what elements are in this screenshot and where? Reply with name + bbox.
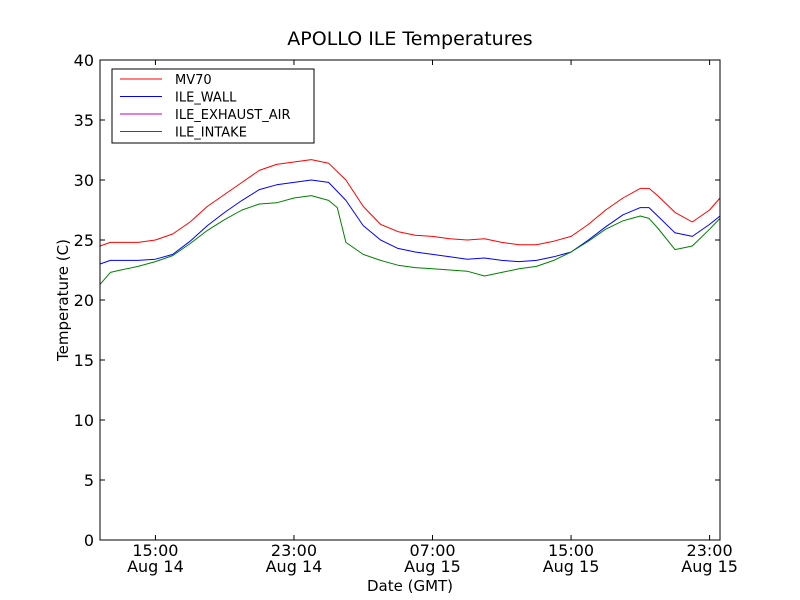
series-line-ile-wall (99, 179, 721, 265)
legend-label: MV70 (175, 73, 212, 88)
y-tick-label: 0 (84, 531, 94, 550)
x-tick-label-date: Aug 15 (681, 557, 738, 576)
y-tick-label: 35 (74, 111, 94, 130)
y-tick-label: 20 (74, 291, 94, 310)
x-tick-label-time: 15:00 (132, 541, 178, 560)
x-tick-label-date: Aug 15 (543, 557, 600, 576)
legend-box (111, 68, 315, 144)
plot-frame (99, 59, 721, 541)
y-tick-label: 25 (74, 231, 94, 250)
y-tick-label: 10 (74, 411, 94, 430)
x-tick-label-time: 15:00 (548, 541, 594, 560)
y-tick-label: 5 (84, 471, 94, 490)
x-tick-label-date: Aug 14 (266, 557, 323, 576)
chart-title: APOLLO ILE Temperatures (287, 28, 532, 50)
legend-label: ILE_INTAKE (175, 126, 247, 141)
x-tick-label-time: 07:00 (409, 541, 455, 560)
series-line-mv70 (99, 159, 721, 247)
y-tick-label: 15 (74, 351, 94, 370)
y-tick-label: 40 (74, 51, 94, 70)
legend-label: ILE_WALL (175, 91, 237, 106)
y-axis-label: Temperature (C) (54, 239, 72, 362)
series-line-ile-intake (99, 195, 721, 285)
series-layer (99, 159, 721, 285)
x-tick-label-date: Aug 14 (127, 557, 184, 576)
legend-label: ILE_EXHAUST_AIR (175, 108, 291, 123)
x-tick-label-time: 23:00 (687, 541, 733, 560)
y-tick-label: 30 (74, 171, 94, 190)
x-tick-label-time: 23:00 (271, 541, 317, 560)
x-tick-label-date: Aug 15 (404, 557, 461, 576)
legend: MV70 ILE_WALL ILE_EXHAUST_AIR ILE_INTAKE (111, 68, 315, 144)
x-axis-label: Date (GMT) (367, 577, 453, 595)
